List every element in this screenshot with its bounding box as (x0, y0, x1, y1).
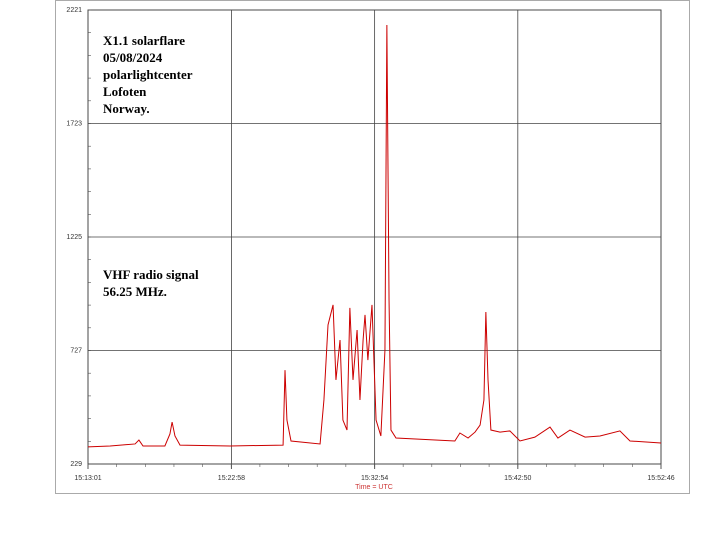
y-tick-label: 727 (70, 347, 82, 354)
x-tick-label: 15:52:46 (647, 475, 674, 482)
annotation: Lofoten (103, 84, 147, 99)
annotation: 56.25 MHz. (103, 284, 167, 299)
y-tick-label: 229 (70, 461, 82, 468)
annotation: VHF radio signal (103, 267, 199, 282)
x-tick-label: 15:42:50 (504, 475, 531, 482)
x-tick-label: 15:32:54 (361, 475, 388, 482)
x-tick-label: 15:13:01 (74, 475, 101, 482)
annotation: 05/08/2024 (103, 50, 163, 65)
x-tick-label: 15:22:58 (218, 475, 245, 482)
annotation: polarlightcenter (103, 67, 193, 82)
signal-line (87, 25, 662, 448)
y-tick-label: 1225 (66, 234, 82, 241)
annotation: Norway. (103, 101, 150, 116)
x-axis-label: Time = UTC (355, 484, 393, 491)
y-tick-label: 2221 (66, 7, 82, 14)
annotation: X1.1 solarflare (103, 33, 185, 48)
y-tick-label: 1723 (66, 120, 82, 127)
